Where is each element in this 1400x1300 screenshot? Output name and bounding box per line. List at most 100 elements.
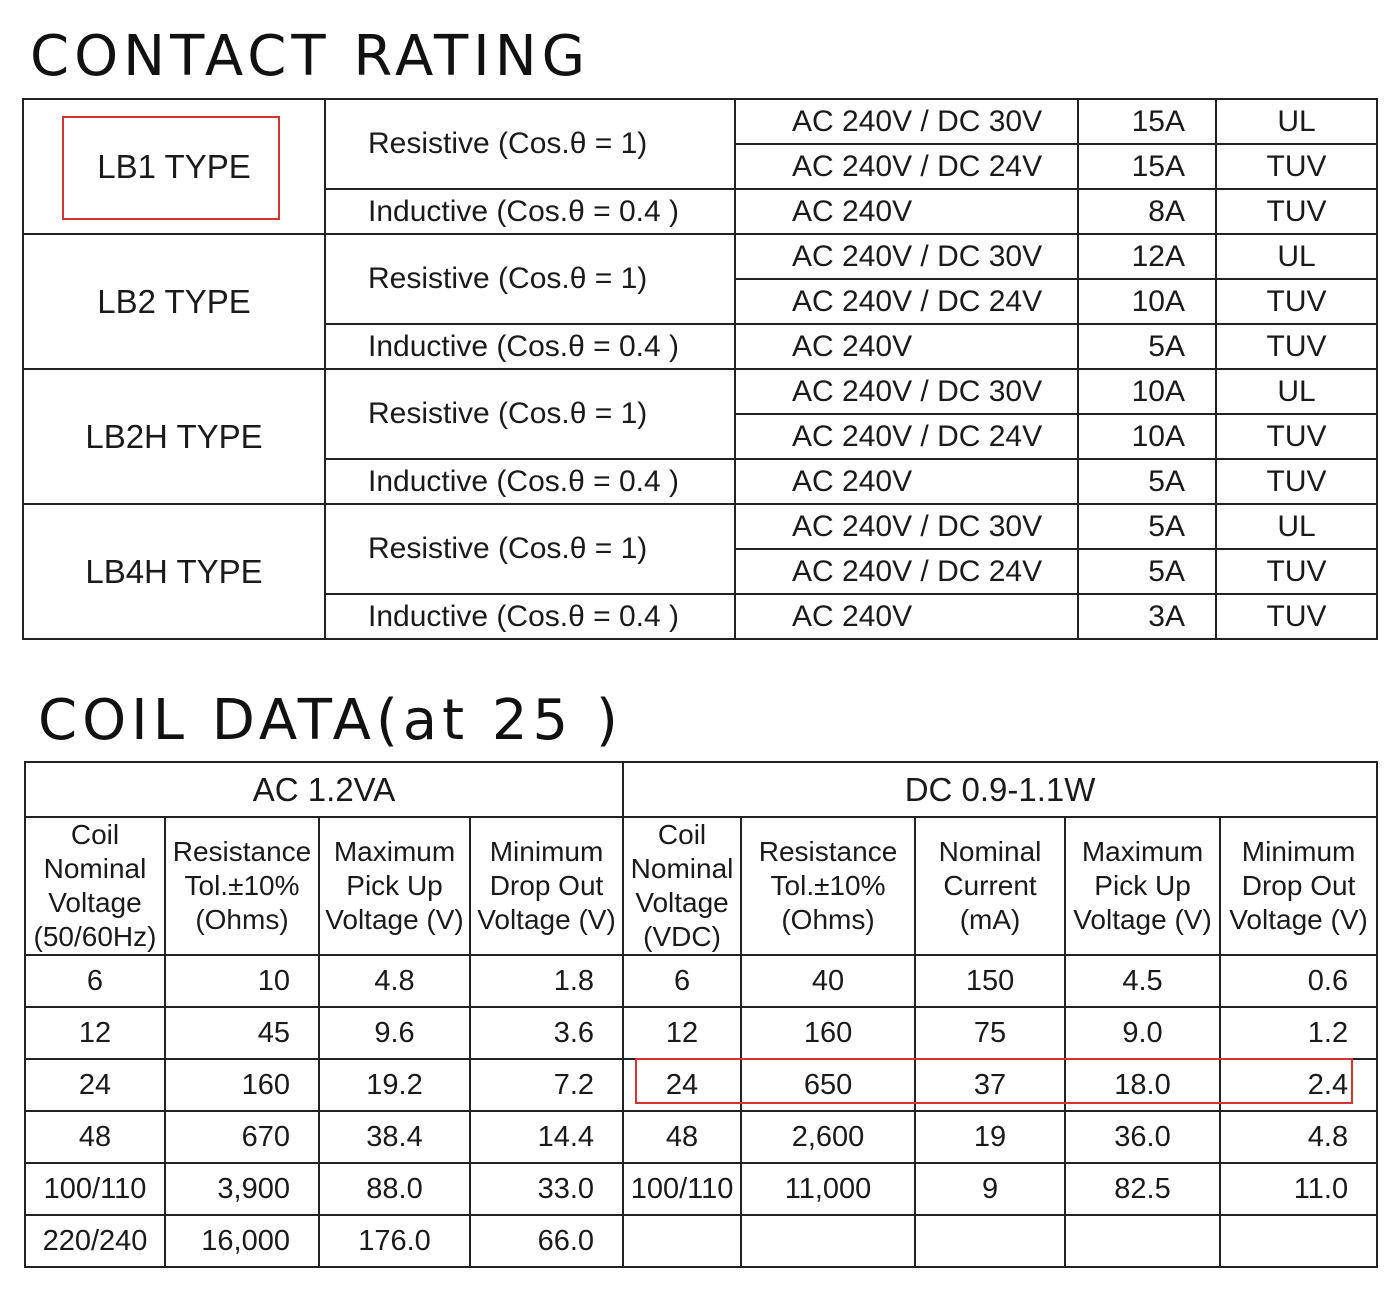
dc-coil-cell <box>1219 1214 1379 1268</box>
ac-coil-cell: 176.0 <box>318 1214 471 1268</box>
dc-coil-cell <box>914 1214 1067 1268</box>
ac-coil-cell: 6 <box>24 954 166 1008</box>
contact-row: LB2H TYPE Resistive (Cos.θ = 1) AC 240V / … <box>22 368 1378 505</box>
coil-data-row: 24 160 19.2 7.2 24 650 37 18.0 2.4 <box>24 1058 1379 1112</box>
dc-coil-cell: 82.5 <box>1064 1162 1222 1216</box>
ac-coil-cell: 3,900 <box>164 1162 320 1216</box>
rated-current-cell: 12A <box>1077 233 1217 280</box>
coil-data-row: 100/110 3,900 88.0 33.0 100/110 11,000 9 82.5 11… <box>24 1162 1379 1216</box>
dc-coil-cell: 650 <box>740 1058 917 1112</box>
coil-group-header-row: AC 1.2VA DC 0.9-1.1W <box>23 761 1379 818</box>
inductive-load-label: Inductive (Cos.θ = 0.4 ) <box>324 458 736 505</box>
contact-row: AC 240V / DC 24V 10A TUV <box>23 413 1378 460</box>
resistive-load-label: Resistive (Cos.θ = 1) <box>324 368 736 460</box>
contact-rating-table: LB1 TYPE Resistive (Cos.θ = 1) AC 240V / D… <box>22 98 1378 640</box>
contact-row: LB4H TYPE Resistive (Cos.θ = 1) AC 240V / … <box>22 503 1378 640</box>
relay-type-label: LB2 TYPE <box>22 233 326 370</box>
dc-coil-cell: 1.2 <box>1219 1006 1379 1060</box>
coil-column-header-row: Coil Nominal Voltage (50/60Hz) Resistance… <box>24 816 1379 956</box>
certification-cell: UL <box>1215 98 1378 145</box>
rated-current-cell: 5A <box>1077 323 1217 370</box>
dc-column-header: Resistance Tol.±10% (Ohms) <box>740 816 917 956</box>
ac-group-header: AC 1.2VA <box>23 761 625 818</box>
certification-cell: TUV <box>1215 413 1378 460</box>
contact-row: Inductive (Cos.θ = 0.4 ) AC 240V 8A TUV <box>23 188 1378 235</box>
dc-coil-cell: 9.0 <box>1064 1006 1222 1060</box>
rated-current-cell: 15A <box>1077 98 1217 145</box>
ac-coil-cell: 4.8 <box>318 954 471 1008</box>
relay-type-label: LB2H TYPE <box>22 368 326 505</box>
coil-data-title: COIL DATA(at 25 ) <box>38 688 623 753</box>
certification-cell: TUV <box>1215 188 1378 235</box>
dc-column-header: Maximum Pick Up Voltage (V) <box>1064 816 1222 956</box>
dc-coil-cell: 19 <box>914 1110 1067 1164</box>
certification-cell: UL <box>1215 503 1378 550</box>
rated-current-cell: 15A <box>1077 143 1217 190</box>
dc-coil-cell: 75 <box>914 1006 1067 1060</box>
contact-row: AC 240V / DC 24V 5A TUV <box>23 548 1378 595</box>
ac-coil-cell: 9.6 <box>318 1006 471 1060</box>
certification-cell: TUV <box>1215 458 1378 505</box>
contact-row: Inductive (Cos.θ = 0.4 ) AC 240V 5A TUV <box>23 458 1378 505</box>
rated-current-cell: 10A <box>1077 413 1217 460</box>
relay-type-label: LB1 TYPE <box>22 98 326 235</box>
rated-voltage-cell: AC 240V / DC 24V <box>734 413 1079 460</box>
inductive-load-label: Inductive (Cos.θ = 0.4 ) <box>324 593 736 640</box>
rated-current-cell: 8A <box>1077 188 1217 235</box>
ac-coil-cell: 24 <box>24 1058 166 1112</box>
certification-cell: TUV <box>1215 548 1378 595</box>
dc-coil-cell: 160 <box>740 1006 917 1060</box>
rated-current-cell: 5A <box>1077 503 1217 550</box>
rated-current-cell: 5A <box>1077 548 1217 595</box>
dc-coil-cell: 150 <box>914 954 1067 1008</box>
ac-coil-cell: 3.6 <box>468 1006 625 1060</box>
contact-row: Inductive (Cos.θ = 0.4 ) AC 240V 5A TUV <box>23 323 1378 370</box>
relay-type-label: LB4H TYPE <box>22 503 326 640</box>
resistive-load-label: Resistive (Cos.θ = 1) <box>324 98 736 190</box>
ac-coil-cell: 19.2 <box>318 1058 471 1112</box>
coil-data-row: 6 10 4.8 1.8 6 40 150 4.5 0.6 <box>24 954 1379 1008</box>
dc-coil-cell: 40 <box>740 954 917 1008</box>
rated-voltage-cell: AC 240V / DC 24V <box>734 278 1079 325</box>
rated-voltage-cell: AC 240V <box>734 323 1079 370</box>
ac-coil-cell: 16,000 <box>164 1214 320 1268</box>
rated-current-cell: 5A <box>1077 458 1217 505</box>
certification-cell: UL <box>1215 233 1378 280</box>
certification-cell: TUV <box>1215 323 1378 370</box>
inductive-load-label: Inductive (Cos.θ = 0.4 ) <box>324 323 736 370</box>
contact-rating-title: CONTACT RATING <box>30 24 590 89</box>
ac-column-header: Minimum Drop Out Voltage (V) <box>468 816 625 956</box>
dc-coil-cell <box>1064 1214 1222 1268</box>
rated-voltage-cell: AC 240V / DC 30V <box>734 368 1079 415</box>
dc-coil-cell: 6 <box>622 954 743 1008</box>
rated-current-cell: 10A <box>1077 278 1217 325</box>
dc-coil-cell: 36.0 <box>1064 1110 1222 1164</box>
certification-cell: UL <box>1215 368 1378 415</box>
dc-coil-cell: 2,600 <box>740 1110 917 1164</box>
dc-coil-cell: 0.6 <box>1219 954 1379 1008</box>
contact-row: LB2 TYPE Resistive (Cos.θ = 1) AC 240V / D… <box>22 233 1378 370</box>
contact-row: AC 240V / DC 24V 10A TUV <box>23 278 1378 325</box>
dc-coil-cell <box>622 1214 743 1268</box>
coil-data-table: AC 1.2VA DC 0.9-1.1W Coil Nominal Voltag… <box>23 761 1379 1268</box>
ac-coil-cell: 45 <box>164 1006 320 1060</box>
dc-column-header: Coil Nominal Voltage (VDC) <box>622 816 743 956</box>
dc-coil-cell: 100/110 <box>622 1162 743 1216</box>
ac-coil-cell: 48 <box>24 1110 166 1164</box>
dc-coil-cell: 12 <box>622 1006 743 1060</box>
dc-coil-cell: 4.5 <box>1064 954 1222 1008</box>
coil-data-row: 220/240 16,000 176.0 66.0 <box>24 1214 1379 1268</box>
ac-coil-cell: 7.2 <box>468 1058 625 1112</box>
ac-coil-cell: 1.8 <box>468 954 625 1008</box>
rated-current-cell: 3A <box>1077 593 1217 640</box>
dc-column-header: Nominal Current (mA) <box>914 816 1067 956</box>
dc-column-header: Minimum Drop Out Voltage (V) <box>1219 816 1379 956</box>
ac-coil-cell: 10 <box>164 954 320 1008</box>
rated-voltage-cell: AC 240V <box>734 458 1079 505</box>
rated-current-cell: 10A <box>1077 368 1217 415</box>
dc-coil-cell: 24 <box>622 1058 743 1112</box>
rated-voltage-cell: AC 240V / DC 24V <box>734 143 1079 190</box>
rated-voltage-cell: AC 240V <box>734 188 1079 235</box>
resistive-load-label: Resistive (Cos.θ = 1) <box>324 233 736 325</box>
rated-voltage-cell: AC 240V / DC 30V <box>734 98 1079 145</box>
